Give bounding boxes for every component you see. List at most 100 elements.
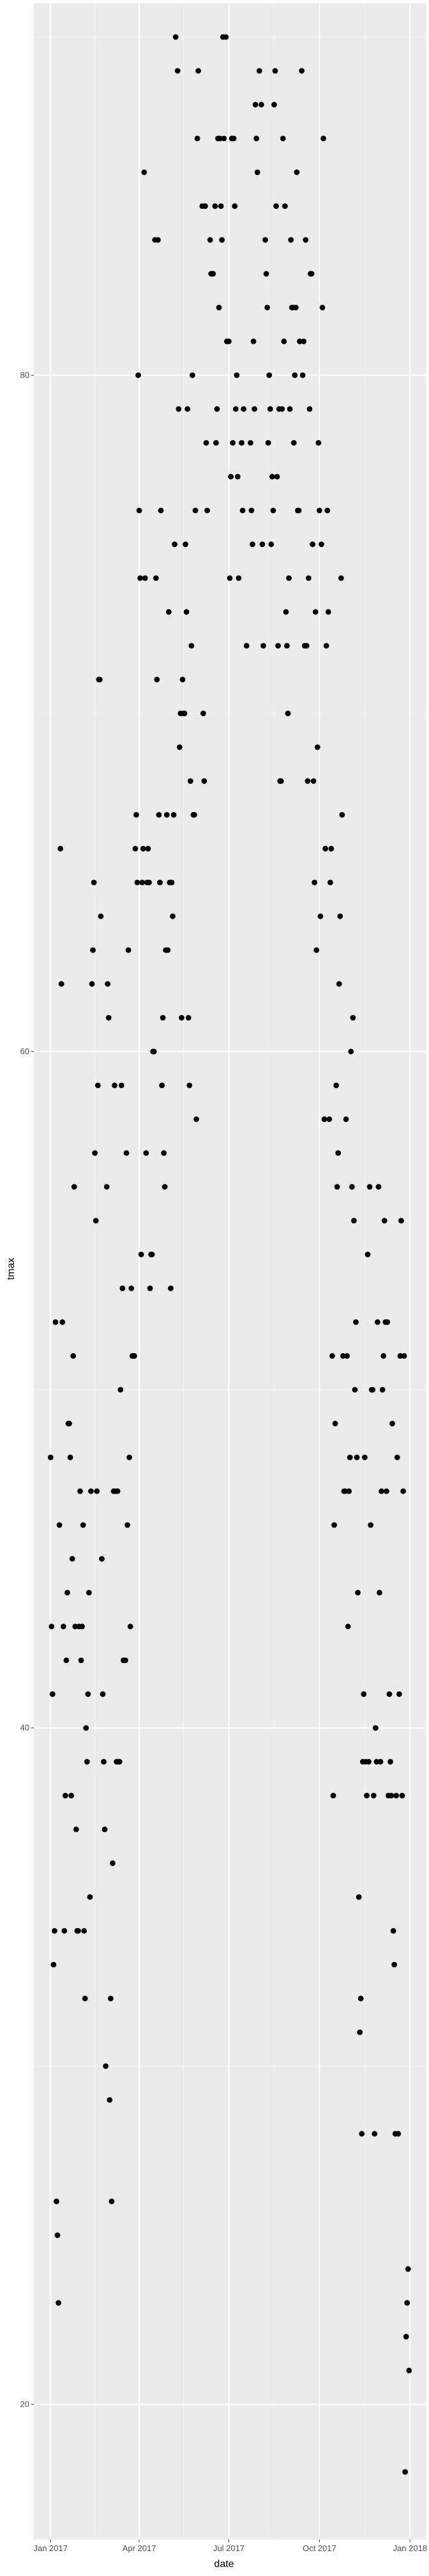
data-point [139, 879, 146, 885]
data-point [280, 135, 286, 142]
data-point [288, 237, 294, 243]
data-point [226, 338, 232, 344]
data-point [147, 1285, 153, 1291]
data-point [75, 1928, 81, 1934]
data-point [305, 778, 311, 784]
data-point [284, 643, 290, 649]
data-point [200, 710, 206, 716]
data-point [243, 643, 250, 649]
data-point [402, 2469, 408, 2475]
data-point [185, 1015, 192, 1021]
data-point [57, 845, 64, 852]
data-point [303, 237, 309, 243]
data-point [70, 1353, 77, 1359]
data-point [269, 473, 275, 480]
data-point [349, 1184, 355, 1190]
data-point [153, 575, 159, 581]
data-point [375, 1319, 380, 1325]
data-point [112, 1082, 117, 1089]
data-point [202, 203, 208, 209]
data-point [386, 1691, 393, 1698]
data-point [275, 643, 281, 649]
data-point [219, 237, 225, 243]
data-point [308, 271, 315, 277]
data-point [83, 1725, 89, 1731]
data-point [254, 169, 260, 176]
data-point [168, 1285, 174, 1291]
data-point [188, 643, 195, 649]
x-axis: Jan 2017 Apr 2017 Jul 2017 Oct 2017 Jan 2018 [33, 2540, 427, 2553]
data-point [248, 440, 253, 446]
data-point [294, 169, 300, 176]
data-point [239, 440, 245, 446]
data-point [156, 812, 162, 818]
data-point [356, 1894, 362, 1900]
data-point [79, 1623, 85, 1630]
data-point [142, 575, 148, 581]
data-point [80, 1522, 86, 1528]
data-point [154, 237, 161, 243]
data-point [339, 812, 345, 818]
data-point [361, 1691, 367, 1698]
data-point [379, 1488, 384, 1494]
data-point [299, 372, 306, 378]
data-point [346, 1488, 352, 1494]
data-point [263, 271, 269, 277]
data-point [125, 947, 132, 953]
data-point [268, 541, 275, 548]
data-point [278, 778, 284, 784]
data-point [396, 1691, 402, 1698]
data-point [272, 68, 278, 74]
data-point [169, 879, 175, 885]
data-point [141, 169, 147, 176]
data-point [162, 1184, 168, 1190]
data-point [315, 440, 322, 446]
data-point [217, 135, 223, 142]
data-point [126, 1454, 133, 1460]
data-point [94, 1488, 100, 1494]
x-tick-label: Apr 2017 [123, 2543, 156, 2553]
data-point [327, 879, 333, 885]
data-point [77, 1488, 83, 1494]
data-point [68, 1793, 75, 1798]
data-point [157, 879, 163, 885]
data-point [317, 913, 324, 919]
data-point [52, 1319, 59, 1325]
data-point [297, 338, 303, 344]
data-point [78, 1657, 84, 1664]
data-point [170, 913, 176, 919]
data-point [66, 1420, 72, 1427]
data-point [258, 102, 264, 108]
data-point [325, 609, 331, 615]
data-point [49, 1691, 56, 1698]
data-point [273, 203, 279, 209]
data-point [282, 203, 288, 209]
data-point [203, 440, 209, 446]
data-point [384, 1319, 391, 1325]
data-point [176, 406, 182, 412]
data-point [234, 473, 241, 480]
data-point [381, 1218, 388, 1223]
data-point [114, 1488, 121, 1494]
data-point [99, 1556, 105, 1562]
data-point [71, 1184, 77, 1190]
data-point [186, 1082, 193, 1089]
data-point [377, 1590, 382, 1596]
y-tick-label: 60 [20, 1046, 29, 1056]
data-point [336, 981, 342, 987]
data-point [86, 1590, 92, 1596]
data-point [172, 541, 178, 548]
data-point [306, 575, 312, 581]
data-point [352, 1386, 358, 1393]
data-point [232, 203, 238, 209]
data-point [192, 507, 199, 514]
data-point [151, 1048, 157, 1055]
data-point [248, 507, 255, 514]
data-point [379, 1386, 386, 1393]
data-point [388, 1793, 395, 1798]
data-point [230, 440, 236, 446]
data-point [343, 1116, 349, 1123]
data-point [329, 1353, 335, 1359]
data-point [227, 575, 233, 581]
data-point [84, 1759, 90, 1765]
